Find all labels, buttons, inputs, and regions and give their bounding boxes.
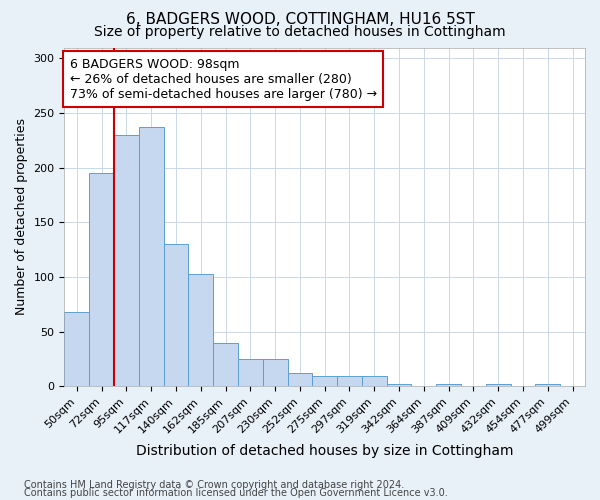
Bar xyxy=(386,384,412,386)
Text: 6 BADGERS WOOD: 98sqm
← 26% of detached houses are smaller (280)
73% of semi-det: 6 BADGERS WOOD: 98sqm ← 26% of detached … xyxy=(70,58,377,100)
Bar xyxy=(213,342,238,386)
Bar xyxy=(436,384,461,386)
Text: Size of property relative to detached houses in Cottingham: Size of property relative to detached ho… xyxy=(94,25,506,39)
Bar xyxy=(188,274,213,386)
X-axis label: Distribution of detached houses by size in Cottingham: Distribution of detached houses by size … xyxy=(136,444,514,458)
Y-axis label: Number of detached properties: Number of detached properties xyxy=(15,118,28,316)
Bar xyxy=(486,384,511,386)
Bar xyxy=(64,312,89,386)
Bar xyxy=(535,384,560,386)
Bar xyxy=(238,359,263,386)
Text: Contains public sector information licensed under the Open Government Licence v3: Contains public sector information licen… xyxy=(24,488,448,498)
Bar xyxy=(263,359,287,386)
Bar xyxy=(362,376,386,386)
Bar xyxy=(89,173,114,386)
Bar xyxy=(287,374,313,386)
Text: Contains HM Land Registry data © Crown copyright and database right 2024.: Contains HM Land Registry data © Crown c… xyxy=(24,480,404,490)
Bar xyxy=(164,244,188,386)
Text: 6, BADGERS WOOD, COTTINGHAM, HU16 5ST: 6, BADGERS WOOD, COTTINGHAM, HU16 5ST xyxy=(125,12,475,28)
Bar xyxy=(313,376,337,386)
Bar xyxy=(139,128,164,386)
Bar xyxy=(337,376,362,386)
Bar xyxy=(114,135,139,386)
